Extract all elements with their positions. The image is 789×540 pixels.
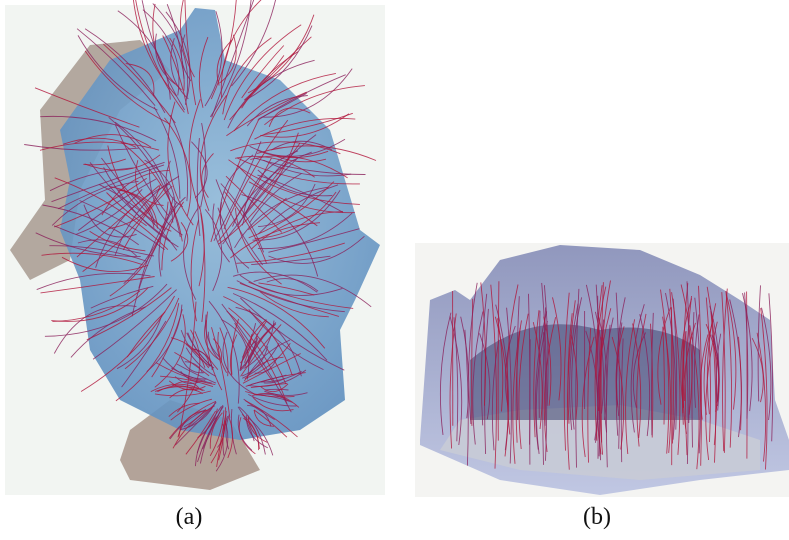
panel-a-image [5, 0, 385, 495]
panel-b-image [415, 243, 789, 497]
panel-caption: (a) [176, 504, 203, 530]
panel-caption: (b) [583, 504, 611, 530]
figure: (a) (b) [0, 0, 789, 540]
